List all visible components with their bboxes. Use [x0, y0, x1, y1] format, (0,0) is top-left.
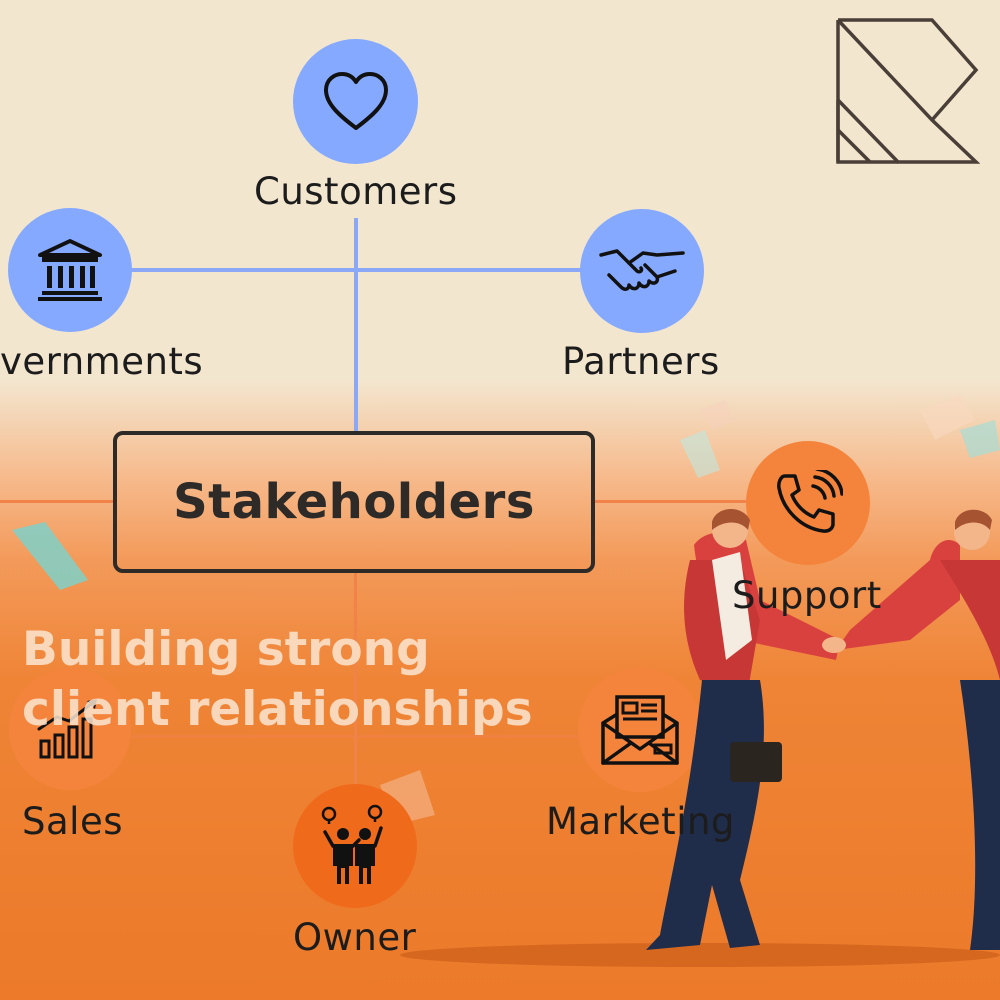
- r-monogram-logo: [836, 18, 980, 164]
- support-label: Support: [732, 574, 882, 617]
- rising-bar-chart-icon: [37, 699, 97, 759]
- connector-support: [595, 500, 750, 503]
- owner-node: [293, 784, 417, 908]
- business-owners-icon: [321, 804, 383, 884]
- marketing-label: Marketing: [546, 800, 735, 843]
- overlay-headline-line1: Building strong: [22, 622, 430, 677]
- connector-customers: [354, 218, 358, 433]
- stakeholders-label: Stakeholders: [173, 474, 535, 530]
- sales-node: [9, 668, 131, 790]
- support-node: [746, 441, 870, 565]
- governments-node: [8, 208, 132, 332]
- governments-label: vernments: [0, 340, 204, 383]
- newsletter-envelope-icon: [601, 695, 679, 765]
- connector-governments-partners: [130, 268, 582, 272]
- connector-lower: [70, 735, 590, 738]
- overlay-headline-line2: client relationships: [22, 682, 533, 737]
- stakeholders-box: Stakeholders: [113, 431, 595, 573]
- owner-label: Owner: [293, 916, 417, 959]
- partners-label: Partners: [562, 340, 720, 383]
- handshake-icon: [599, 249, 685, 291]
- customers-label: Customers: [254, 170, 458, 213]
- connector-owner: [354, 573, 357, 798]
- government-building-icon: [38, 239, 102, 301]
- customers-node: [293, 39, 418, 164]
- overlay-headline: Building strong client relationships: [22, 620, 533, 740]
- partners-node: [580, 209, 704, 333]
- sales-label: Sales: [22, 800, 123, 843]
- phone-call-icon: [777, 470, 843, 533]
- heart-icon: [323, 71, 388, 130]
- marketing-node: [578, 668, 702, 792]
- connector-left: [0, 500, 115, 503]
